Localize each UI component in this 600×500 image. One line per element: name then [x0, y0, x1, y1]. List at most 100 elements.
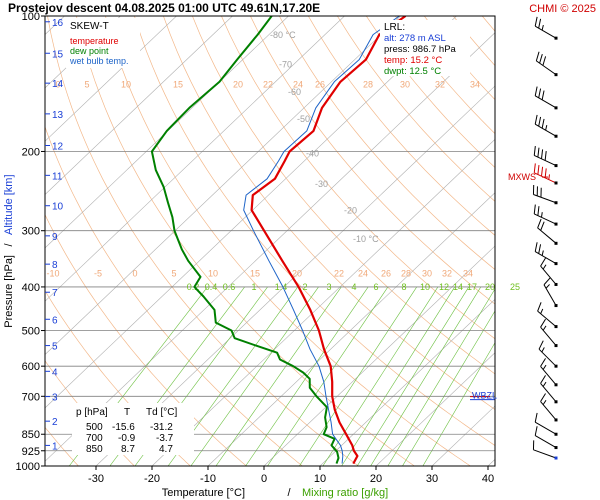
wind-barb-station: [554, 134, 558, 138]
wind-barb-flag: [537, 218, 542, 229]
wind-barb-station: [554, 364, 558, 368]
isotherm: [95, 85, 495, 466]
mixing-ratio-label: -10: [46, 268, 59, 278]
dry-adiabat-label: -20: [344, 206, 357, 216]
mixing-ratio-label: 32: [435, 79, 445, 89]
isotherms: [45, 16, 495, 466]
isotherm: [45, 16, 457, 409]
series-temperature: [250, 16, 407, 465]
x-axis-label-2: Mixing ratio [g/kg]: [302, 487, 388, 499]
mixing-ratio-label: 26: [381, 268, 391, 278]
y-tick-label: 850: [22, 429, 40, 441]
y-axis-label: Pressure [hPa]: [3, 255, 15, 328]
y-axis-separator: /: [3, 243, 15, 247]
mixing-ratio-label-green: 3: [326, 282, 331, 292]
dry-adiabat: [278, 16, 495, 271]
wind-barb-half-flag: [542, 264, 547, 270]
legend-box: [66, 18, 140, 68]
mixing-ratio-label-green: 0.4: [205, 282, 218, 292]
wind-barb-flag: [544, 151, 547, 161]
altitude-tick-label: 15: [52, 49, 64, 60]
dry-adiabat-label: -60: [288, 87, 301, 97]
mixing-ratio-label: 28: [401, 268, 411, 278]
altitude-tick-label: 10: [52, 202, 64, 213]
table-background: [72, 403, 194, 455]
altitude-tick-label: 3: [52, 393, 58, 404]
dry-adiabat-label: -30: [315, 179, 328, 189]
mixing-ratio-label: 10: [208, 268, 218, 278]
wind-barb: [543, 277, 558, 308]
wind-barb: [537, 302, 558, 329]
wind-barbs: [532, 16, 558, 460]
wind-barb: [534, 16, 558, 40]
x-tick-label: 40: [482, 473, 494, 485]
mixing-ratio-label-green: 17: [467, 282, 477, 292]
dry-adiabat-label: -80 °C: [270, 30, 296, 40]
mixing-ratio-label: 5: [171, 268, 176, 278]
lrl-temp: temp: 15.2 °C: [384, 55, 442, 66]
mixing-ratio-label: 28: [363, 79, 373, 89]
wind-barb-flag: [533, 145, 536, 156]
mixing-ratio-label: 15: [250, 268, 260, 278]
dry-adiabat: [307, 16, 495, 236]
series-dew-point: [150, 16, 340, 464]
altitude-tick-label: 9: [52, 232, 58, 243]
grid-labels: -80 °C-70-60-50-40-30-20-10 °C0 5 10 15 20 22…: [46, 30, 520, 292]
wind-barb-flag: [538, 88, 542, 98]
wind-barb-staff: [537, 227, 557, 244]
mixing-ratio-label-green: 1.4: [275, 282, 288, 292]
altitude-tick-label: 13: [52, 110, 64, 121]
dry-adiabat: [337, 16, 495, 202]
mixing-ratio-label: 24: [293, 79, 303, 89]
wind-barb-flag: [534, 412, 538, 423]
wind-barb-station: [554, 383, 558, 387]
table-cell: -31.2: [150, 422, 173, 433]
isotherm: [263, 245, 495, 466]
wind-barb-station: [554, 201, 558, 205]
dry-adiabat-label: -10 °C: [353, 234, 379, 244]
mixing-ratio-line: [299, 286, 417, 466]
mixing-ratio-label: 26: [315, 79, 325, 89]
mixing-ratio-line: [322, 286, 439, 466]
mixing-ratio-line: [387, 288, 495, 466]
wind-barb-flag: [537, 165, 540, 175]
mixing-ratio-label: 22: [334, 268, 344, 278]
wind-barb-half-flag: [542, 364, 547, 370]
wind-barb-flag: [540, 257, 546, 267]
wind-barb-staff: [543, 284, 557, 306]
table-cell: -15.6: [112, 422, 135, 433]
mixing-ratio-label-green: 4: [351, 282, 356, 292]
altitude-tick-label: 8: [52, 260, 58, 271]
y-axis-label-2: Altitude [km]: [3, 174, 15, 235]
wind-barb-station: [554, 432, 558, 436]
wind-barb-flag: [544, 168, 547, 178]
wind-barb-station: [554, 164, 558, 168]
mixing-ratio-line: [356, 286, 470, 466]
wind-barb-station: [554, 222, 558, 226]
wind-barb-flag: [541, 90, 545, 100]
legend-temperature: temperature: [70, 36, 119, 46]
altitude-tick-label: 1: [52, 441, 58, 452]
wind-barb-flag: [542, 56, 547, 66]
special-levels: [470, 396, 495, 401]
wind-barb-station: [554, 36, 558, 40]
wind-barb: [534, 114, 558, 138]
wind-barb-flag: [533, 163, 536, 173]
wind-barb-flag: [538, 18, 542, 29]
copyright: CHMI © 2025: [529, 3, 596, 15]
wind-barb: [534, 412, 558, 436]
altitude-tick-label: 16: [52, 18, 64, 29]
wind-barb-half-flag: [541, 24, 544, 31]
lrl-background: [380, 20, 470, 76]
wind-barb-flag: [537, 206, 540, 216]
y-tick-label: 100: [22, 11, 40, 23]
x-axis-label: Temperature [°C]: [162, 487, 245, 499]
wind-barb-flag: [534, 242, 538, 252]
x-tick-label: 0: [261, 473, 267, 485]
mixing-ratio-label: 30: [400, 79, 410, 89]
table-cell: 700: [86, 433, 103, 444]
table-cell: 500: [86, 422, 103, 433]
wind-barb-flag: [541, 166, 544, 177]
mixing-ratio-line: [422, 342, 495, 466]
level-table: p [hPa] T Td [°C] 500 -15.6 -31.2 700 -0…: [72, 403, 194, 455]
